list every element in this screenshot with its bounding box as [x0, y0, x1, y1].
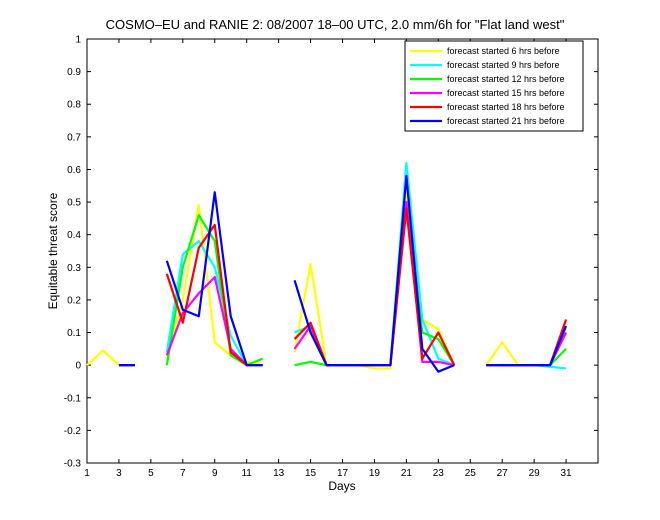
y-tick-label: 1: [75, 35, 81, 46]
x-tick-label: 23: [433, 468, 445, 479]
axis-ticks: 1 3 5 7 9 11 13 15 17 19 21 23 25 27 29 31-0.3-0.2-0.10…: [64, 35, 598, 479]
legend-label: forecast started 9 hrs before: [447, 60, 560, 70]
x-tick-label: 3: [116, 468, 122, 479]
legend: forecast started 6 hrs before forecast st…: [404, 40, 584, 132]
x-tick-label: 27: [497, 468, 509, 479]
x-tick-label: 1: [84, 468, 90, 479]
y-tick-label: 0.5: [67, 198, 81, 209]
x-tick-label: 13: [273, 468, 285, 479]
legend-label: forecast started 15 hrs before: [447, 88, 565, 98]
y-tick-label: 0.3: [67, 263, 81, 274]
y-axis-label: Equitable threat score: [46, 192, 60, 309]
series-segment: [86, 349, 120, 366]
chart-title: COSMO–EU and RANIE 2: 08/2007 18–00 UTC,…: [106, 17, 565, 32]
x-tick-label: 9: [212, 468, 218, 479]
x-tick-label: 17: [337, 468, 349, 479]
x-tick-label: 15: [305, 468, 317, 479]
series-segment: [165, 191, 263, 367]
legend-label: forecast started 18 hrs before: [447, 102, 565, 112]
y-tick-label: -0.1: [64, 393, 82, 404]
y-tick-label: 0.4: [67, 230, 81, 241]
legend-label: forecast started 21 hrs before: [447, 116, 565, 126]
y-tick-label: 0.2: [67, 295, 81, 306]
x-tick-label: 31: [561, 468, 573, 479]
x-axis-label: Days: [328, 479, 355, 493]
y-tick-label: -0.3: [64, 459, 82, 470]
y-tick-label: -0.2: [64, 426, 82, 437]
y-tick-label: 0: [75, 361, 81, 372]
x-tick-label: 11: [241, 468, 252, 479]
series-group: [86, 161, 568, 373]
legend-label: forecast started 12 hrs before: [447, 74, 565, 84]
y-tick-label: 0.6: [67, 165, 81, 176]
series-line: [118, 174, 568, 373]
x-tick-label: 21: [401, 468, 413, 479]
series-segment: [486, 325, 568, 367]
series-segment: [293, 194, 456, 370]
legend-box: [404, 40, 584, 132]
legend-label: forecast started 6 hrs before: [447, 46, 560, 56]
x-tick-label: 5: [148, 468, 154, 479]
series-segment: [293, 174, 455, 373]
y-tick-label: 0.8: [67, 100, 81, 111]
y-tick-label: 0.7: [67, 132, 81, 143]
x-tick-label: 19: [369, 468, 381, 479]
x-tick-label: 7: [180, 468, 186, 479]
y-tick-label: 0.9: [67, 67, 81, 78]
x-tick-label: 25: [465, 468, 477, 479]
y-tick-label: 0.1: [67, 328, 81, 339]
x-tick-label: 29: [529, 468, 541, 479]
